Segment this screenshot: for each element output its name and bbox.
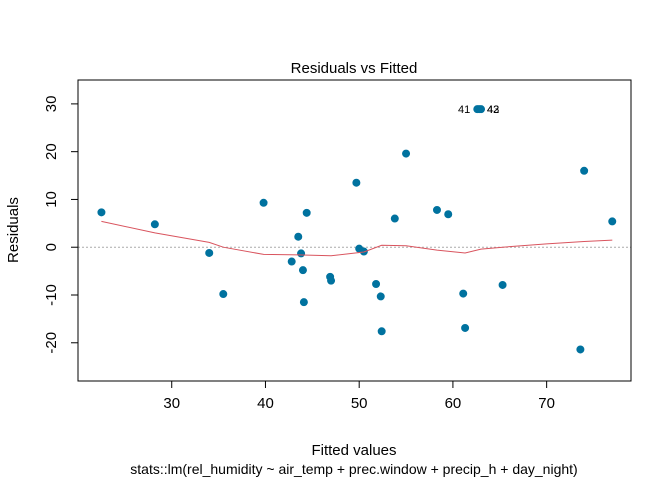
residual-point (299, 298, 308, 307)
residual-point (327, 276, 336, 285)
outlier-label-42: 42 (487, 104, 499, 116)
residual-point (97, 208, 106, 217)
x-tick-label: 50 (351, 395, 368, 412)
y-tick-label: 0 (43, 243, 60, 251)
residual-point (259, 198, 268, 207)
residual-point (150, 220, 159, 229)
residual-point (459, 289, 468, 298)
smoother-line (101, 220, 613, 257)
x-tick-label: 60 (445, 395, 462, 412)
y-tick-label: 20 (43, 143, 60, 160)
residual-point (498, 280, 507, 289)
points-layer (97, 105, 617, 354)
outlier-label-43: 43 (487, 104, 499, 116)
residual-point (287, 257, 296, 266)
residual-point (219, 290, 228, 299)
residual-point (372, 280, 381, 289)
x-tick-label: 30 (163, 395, 180, 412)
outlier-label-41: 41 (458, 104, 470, 116)
residual-point (576, 345, 585, 354)
residual-point (432, 205, 441, 214)
y-tick-label: -20 (43, 332, 60, 354)
residual-point (377, 327, 386, 336)
residual-point (352, 178, 361, 187)
residual-point (402, 149, 411, 158)
model-formula-subtitle: stats::lm(rel_humidity ~ air_temp + prec… (130, 461, 577, 477)
residual-point (205, 248, 214, 257)
residual-point (444, 210, 453, 219)
residual-point (294, 232, 303, 241)
chart-title: Residuals vs Fitted (291, 60, 418, 77)
residual-point (376, 292, 385, 301)
y-axis-label: Residuals (5, 197, 22, 263)
x-tick-label: 70 (538, 395, 555, 412)
residual-point (477, 105, 486, 114)
x-axis-label: Fitted values (311, 442, 396, 459)
y-tick-label: 30 (43, 96, 60, 113)
y-tick-label: 10 (43, 191, 60, 208)
residual-point (297, 249, 306, 258)
residual-point (461, 323, 470, 332)
residual-point (608, 217, 617, 226)
y-tick-label: -10 (43, 284, 60, 306)
residual-point (580, 166, 589, 175)
residual-point (390, 214, 399, 223)
residual-point (302, 208, 311, 217)
smooth-line-layer (101, 220, 613, 257)
x-tick-label: 40 (257, 395, 274, 412)
residual-point (298, 266, 307, 275)
plot-frame (77, 79, 632, 382)
